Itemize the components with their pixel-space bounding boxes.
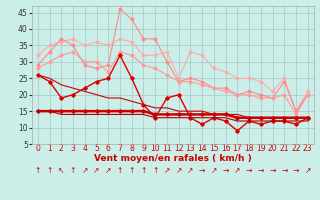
Text: →: → [246,166,252,175]
Text: ↗: ↗ [211,166,217,175]
Text: ↑: ↑ [70,166,76,175]
Text: ↗: ↗ [82,166,88,175]
Text: ↗: ↗ [93,166,100,175]
Text: ↑: ↑ [152,166,158,175]
Text: ↗: ↗ [164,166,170,175]
Text: ↗: ↗ [305,166,311,175]
Text: ↗: ↗ [187,166,194,175]
Text: →: → [281,166,287,175]
Text: ↑: ↑ [129,166,135,175]
Text: →: → [293,166,299,175]
X-axis label: Vent moyen/en rafales ( km/h ): Vent moyen/en rafales ( km/h ) [94,154,252,163]
Text: ↑: ↑ [140,166,147,175]
Text: ↗: ↗ [105,166,111,175]
Text: →: → [269,166,276,175]
Text: ↑: ↑ [117,166,123,175]
Text: ↗: ↗ [234,166,241,175]
Text: →: → [199,166,205,175]
Text: ↑: ↑ [46,166,53,175]
Text: →: → [222,166,229,175]
Text: ↑: ↑ [35,166,41,175]
Text: ↗: ↗ [175,166,182,175]
Text: ↖: ↖ [58,166,65,175]
Text: →: → [258,166,264,175]
